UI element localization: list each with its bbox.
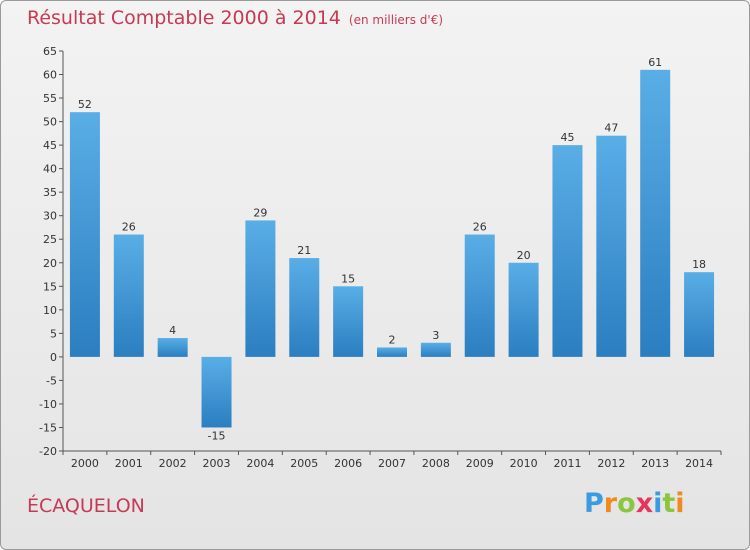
data-label-2002: 4	[169, 324, 176, 337]
y-tick-label: 65	[43, 45, 57, 58]
y-tick-label: 30	[43, 210, 57, 223]
data-label-2005: 21	[297, 244, 311, 257]
y-tick-label: 20	[43, 257, 57, 270]
chart-subtitle: (en milliers d'€)	[348, 13, 444, 27]
bar-2006	[333, 286, 364, 357]
bar-2008	[420, 342, 451, 357]
data-label-2012: 47	[604, 122, 618, 135]
bar-2014	[684, 272, 715, 357]
data-label-2007: 2	[389, 333, 396, 346]
bar-2007	[377, 347, 407, 357]
commune-name: ÉCAQUELON	[27, 495, 145, 517]
data-label-2011: 45	[560, 131, 574, 144]
chart-bars	[69, 69, 715, 428]
y-tick-label: 15	[43, 280, 57, 293]
proxiti-logo: Proxiti	[584, 488, 685, 519]
x-tick-label: 2011	[553, 457, 581, 470]
x-tick-label: 2008	[422, 457, 450, 470]
y-tick-label: -10	[39, 398, 57, 411]
x-tick-label: 2004	[246, 457, 274, 470]
data-label-2008: 3	[432, 329, 439, 342]
bar-2003	[201, 356, 232, 428]
chart-title-text: Résultat Comptable 2000 à 2014	[27, 7, 341, 29]
bar-2000	[69, 112, 100, 357]
x-tick-label: 2003	[203, 457, 231, 470]
chart-title: Résultat Comptable 2000 à 2014 (en millie…	[27, 7, 443, 29]
data-label-2001: 26	[122, 221, 136, 234]
x-tick-label: 2010	[510, 457, 538, 470]
x-tick-label: 2007	[378, 457, 406, 470]
x-tick-label: 2012	[597, 457, 625, 470]
y-tick-label: 5	[50, 327, 57, 340]
x-tick-label: 2002	[159, 457, 187, 470]
bar-2012	[596, 135, 627, 357]
bar-2005	[289, 258, 320, 357]
bar-2013	[640, 69, 671, 357]
x-tick-label: 2009	[466, 457, 494, 470]
bar-2001	[113, 234, 144, 357]
bar-2004	[245, 220, 276, 357]
bar-2010	[508, 262, 539, 357]
x-tick-label: 2006	[334, 457, 362, 470]
x-tick-label: 2001	[115, 457, 143, 470]
bar-2002	[157, 338, 188, 357]
x-tick-label: 2013	[641, 457, 669, 470]
y-tick-label: 60	[43, 69, 57, 82]
x-tick-label: 2014	[685, 457, 713, 470]
chart-labels: 2000 52 2001 26 2002 4 2003 -15 2004 29 2005 21 2006…	[71, 56, 713, 470]
data-label-2006: 15	[341, 272, 355, 285]
y-tick-label: 0	[50, 351, 57, 364]
y-tick-label: -15	[39, 421, 57, 434]
bar-2011	[552, 145, 583, 357]
y-tick-label: 55	[43, 92, 57, 105]
y-tick-label: 50	[43, 116, 57, 129]
data-label-2013: 61	[648, 56, 662, 69]
y-tick-label: 40	[43, 163, 57, 176]
y-tick-label: 35	[43, 186, 57, 199]
bar-2009	[464, 234, 495, 357]
y-tick-label: 45	[43, 139, 57, 152]
y-tick-label: -5	[46, 374, 57, 387]
data-label-2010: 20	[517, 249, 531, 262]
data-label-2004: 29	[253, 206, 267, 219]
y-tick-label: 25	[43, 233, 57, 246]
y-tick-label: -20	[39, 445, 57, 458]
y-tick-label: 10	[43, 304, 57, 317]
data-label-2009: 26	[473, 221, 487, 234]
data-label-2003: -15	[208, 429, 226, 442]
x-tick-label: 2005	[290, 457, 318, 470]
data-label-2014: 18	[692, 258, 706, 271]
x-tick-label: 2000	[71, 457, 99, 470]
data-label-2000: 52	[78, 98, 92, 111]
